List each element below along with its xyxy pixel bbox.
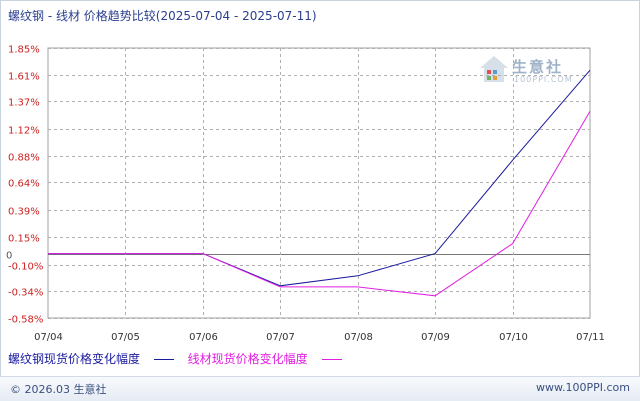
y-tick-label: 1.61% xyxy=(8,72,40,83)
chart-legend: 螺纹钢现货价格变化幅度 线材现货价格变化幅度 xyxy=(8,350,352,367)
y-tick-labels: 1.85% 1.61% 1.37% 1.12% 0.88% 0.64% 0.39% 0.15%… xyxy=(6,45,43,326)
y-tick-label: -0.10% xyxy=(8,262,43,273)
x-tick-label: 07/05 xyxy=(111,332,140,343)
series-lines xyxy=(48,69,591,297)
y-tick-label: 0.64% xyxy=(8,179,40,190)
watermark-name: 生意社 xyxy=(512,58,564,76)
x-tick-label: 07/09 xyxy=(421,332,450,343)
chart-title: 螺纹钢 - 线材 价格趋势比较(2025-07-04 - 2025-07-11) xyxy=(8,9,317,23)
y-tick-label: 0.39% xyxy=(8,207,40,218)
x-tick-label: 07/07 xyxy=(266,332,295,343)
footer-site-link[interactable]: www.100PPI.com xyxy=(536,381,630,394)
footer-copyright: © 2026.03 生意社 xyxy=(10,383,107,396)
legend-swatch-series-2 xyxy=(321,359,342,360)
footer-bar: © 2026.03 生意社 www.100PPI.com xyxy=(0,376,640,401)
x-tick-labels: 07/04 07/05 07/06 07/07 07/08 07/09 07/10 07/11 xyxy=(34,332,605,343)
watermark-url: 100PPI.COM xyxy=(514,75,573,84)
legend-item-series-1: 螺纹钢现货价格变化幅度 xyxy=(8,350,174,367)
legend-label-series-1: 螺纹钢现货价格变化幅度 xyxy=(8,352,141,366)
legend-swatch-series-1 xyxy=(153,359,174,360)
x-tick-label: 07/04 xyxy=(34,332,63,343)
y-tick-label: -0.58% xyxy=(8,315,43,326)
series-line-2 xyxy=(48,111,591,297)
y-tick-label: 0 xyxy=(6,251,12,262)
legend-label-series-2: 线材现货价格变化幅度 xyxy=(187,352,308,366)
y-tick-label: 0.88% xyxy=(8,153,40,164)
x-tick-label: 07/08 xyxy=(344,332,373,343)
x-tick-label: 07/11 xyxy=(576,332,605,343)
y-tick-label: -0.34% xyxy=(8,288,43,299)
grid-lines xyxy=(47,47,591,319)
y-tick-label: 1.85% xyxy=(8,45,40,56)
y-tick-label: 0.15% xyxy=(8,234,40,245)
x-tick-label: 07/06 xyxy=(189,332,218,343)
legend-item-series-2: 线材现货价格变化幅度 xyxy=(188,350,342,367)
y-tick-label: 1.37% xyxy=(8,98,40,109)
y-tick-label: 1.12% xyxy=(8,126,40,137)
x-tick-label: 07/10 xyxy=(499,332,528,343)
